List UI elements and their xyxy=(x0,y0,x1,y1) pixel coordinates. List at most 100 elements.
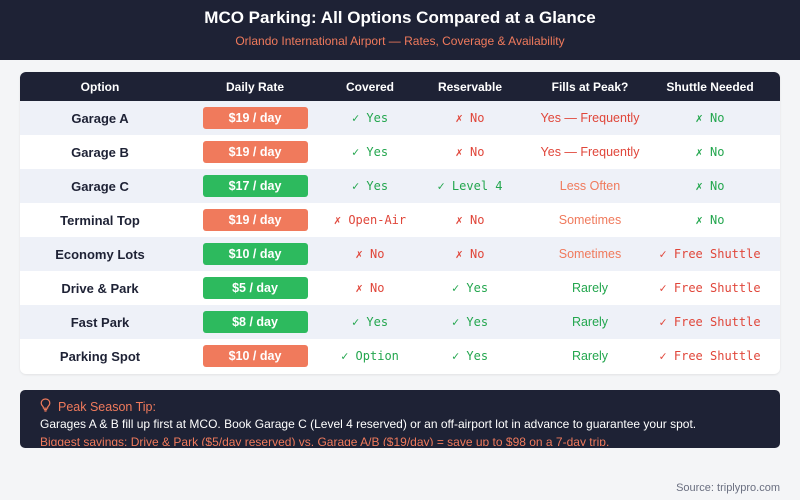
daily-rate-badge: $19 / day xyxy=(202,209,308,231)
option-name: Garage B xyxy=(71,144,129,160)
daily-rate-badge: $10 / day xyxy=(202,243,308,265)
fills-at-peak-value: Rarely xyxy=(571,281,609,295)
daily-rate-cell: $10 / day xyxy=(185,237,325,271)
option-cell: Economy Lots xyxy=(40,237,160,271)
option-cell: Garage C xyxy=(40,169,160,203)
shuttle-needed-cell: ✓ Free Shuttle xyxy=(655,339,765,373)
daily-rate-cell: $8 / day xyxy=(185,305,325,339)
shuttle-needed-value: ✓ Free Shuttle xyxy=(659,281,761,295)
fills-at-peak-value: Yes — Frequently xyxy=(540,111,640,125)
tip-savings-text: Biggest savings: Drive & Park ($5/day re… xyxy=(40,435,610,446)
option-name: Economy Lots xyxy=(55,246,145,262)
fills-at-peak-cell: Rarely xyxy=(525,339,655,373)
shuttle-needed-value: ✓ Free Shuttle xyxy=(659,349,761,363)
daily-rate-badge: $19 / day xyxy=(202,141,308,163)
covered-value: ✓ Yes xyxy=(351,145,389,159)
option-name: Garage A xyxy=(71,110,129,126)
header-banner: MCO Parking: All Options Compared at a G… xyxy=(0,0,800,60)
option-name: Terminal Top xyxy=(60,212,140,228)
column-header-fills-at-peak: Fills at Peak? xyxy=(551,79,629,94)
comparison-table: Option Daily Rate Covered Reservable Fil… xyxy=(20,72,780,374)
shuttle-needed-cell: ✗ No xyxy=(655,169,765,203)
reservable-value: ✓ Level 4 xyxy=(437,179,503,193)
tip-text: Garages A & B fill up first at MCO. Book… xyxy=(40,417,697,431)
reservable-value: ✓ Yes xyxy=(451,281,489,295)
covered-cell: ✗ No xyxy=(320,237,420,271)
column-header-reservable: Reservable xyxy=(437,79,503,94)
covered-cell: ✓ Option xyxy=(320,339,420,373)
shuttle-needed-value: ✓ Free Shuttle xyxy=(659,247,761,261)
lightbulb-icon xyxy=(40,398,51,415)
covered-cell: ✗ No xyxy=(320,271,420,305)
fills-at-peak-value: Sometimes xyxy=(558,213,622,227)
shuttle-needed-value: ✗ No xyxy=(695,179,725,193)
table-header: Option Daily Rate Covered Reservable Fil… xyxy=(20,72,780,101)
option-name: Parking Spot xyxy=(59,348,141,364)
covered-cell: ✗ Open-Air xyxy=(320,203,420,237)
option-cell: Garage A xyxy=(40,101,160,135)
column-header-covered: Covered xyxy=(345,79,395,94)
shuttle-needed-value: ✓ Free Shuttle xyxy=(659,315,761,329)
table-row: Economy Lots $10 / day ✗ No ✗ No Sometimes ✓ … xyxy=(20,237,780,271)
shuttle-needed-cell: ✗ No xyxy=(655,203,765,237)
tip-heading: Peak Season Tip: xyxy=(58,399,156,414)
page-subtitle: Orlando International Airport — Rates, C… xyxy=(235,34,565,48)
fills-at-peak-cell: Rarely xyxy=(525,305,655,339)
shuttle-needed-cell: ✗ No xyxy=(655,135,765,169)
covered-cell: ✓ Yes xyxy=(320,305,420,339)
daily-rate-badge: $10 / day xyxy=(202,345,308,367)
table-row: Garage C $17 / day ✓ Yes ✓ Level 4 Less Ofte… xyxy=(20,169,780,203)
daily-rate-cell: $19 / day xyxy=(185,135,325,169)
covered-cell: ✓ Yes xyxy=(320,135,420,169)
fills-at-peak-cell: Yes — Frequently xyxy=(525,101,655,135)
covered-value: ✗ No xyxy=(355,247,385,261)
option-name: Drive & Park xyxy=(61,280,139,296)
covered-cell: ✓ Yes xyxy=(320,101,420,135)
reservable-value: ✓ Yes xyxy=(451,349,489,363)
reservable-cell: ✗ No xyxy=(420,203,520,237)
covered-value: ✗ Open-Air xyxy=(333,213,407,227)
option-cell: Garage B xyxy=(40,135,160,169)
shuttle-needed-cell: ✓ Free Shuttle xyxy=(655,237,765,271)
reservable-value: ✗ No xyxy=(455,247,485,261)
fills-at-peak-cell: Yes — Frequently xyxy=(525,135,655,169)
daily-rate-cell: $19 / day xyxy=(185,101,325,135)
fills-at-peak-cell: Less Often xyxy=(525,169,655,203)
column-header-option: Option xyxy=(80,79,120,94)
fills-at-peak-value: Rarely xyxy=(571,315,609,329)
column-header-shuttle-needed: Shuttle Needed xyxy=(666,79,754,94)
daily-rate-cell: $19 / day xyxy=(185,203,325,237)
shuttle-needed-cell: ✗ No xyxy=(655,101,765,135)
shuttle-needed-value: ✗ No xyxy=(695,213,725,227)
option-cell: Terminal Top xyxy=(40,203,160,237)
shuttle-needed-value: ✗ No xyxy=(695,145,725,159)
source-credit: Source: triplypro.com xyxy=(676,482,780,494)
reservable-value: ✗ No xyxy=(455,111,485,125)
peak-season-tip: Peak Season Tip: Garages A & B fill up f… xyxy=(20,390,780,448)
fills-at-peak-cell: Sometimes xyxy=(525,237,655,271)
daily-rate-badge: $5 / day xyxy=(202,277,308,299)
table-row: Drive & Park $5 / day ✗ No ✓ Yes Rarely ✓ Fre… xyxy=(20,271,780,305)
covered-value: ✗ No xyxy=(355,281,385,295)
reservable-value: ✓ Yes xyxy=(451,315,489,329)
reservable-cell: ✓ Yes xyxy=(420,271,520,305)
covered-value: ✓ Yes xyxy=(351,111,389,125)
option-cell: Fast Park xyxy=(40,305,160,339)
daily-rate-badge: $17 / day xyxy=(202,175,308,197)
daily-rate-cell: $5 / day xyxy=(185,271,325,305)
reservable-value: ✗ No xyxy=(455,213,485,227)
fills-at-peak-cell: Rarely xyxy=(525,271,655,305)
fills-at-peak-cell: Sometimes xyxy=(525,203,655,237)
option-cell: Parking Spot xyxy=(40,339,160,373)
column-header-daily-rate: Daily Rate xyxy=(225,79,285,94)
table-row: Fast Park $8 / day ✓ Yes ✓ Yes Rarely ✓ Free … xyxy=(20,305,780,339)
fills-at-peak-value: Yes — Frequently xyxy=(540,145,640,159)
page-title: MCO Parking: All Options Compared at a G… xyxy=(204,8,596,27)
covered-value: ✓ Yes xyxy=(351,315,389,329)
reservable-cell: ✗ No xyxy=(420,135,520,169)
daily-rate-cell: $10 / day xyxy=(185,339,325,373)
shuttle-needed-cell: ✓ Free Shuttle xyxy=(655,305,765,339)
reservable-cell: ✓ Level 4 xyxy=(420,169,520,203)
daily-rate-badge: $8 / day xyxy=(202,311,308,333)
option-name: Garage C xyxy=(71,178,129,194)
